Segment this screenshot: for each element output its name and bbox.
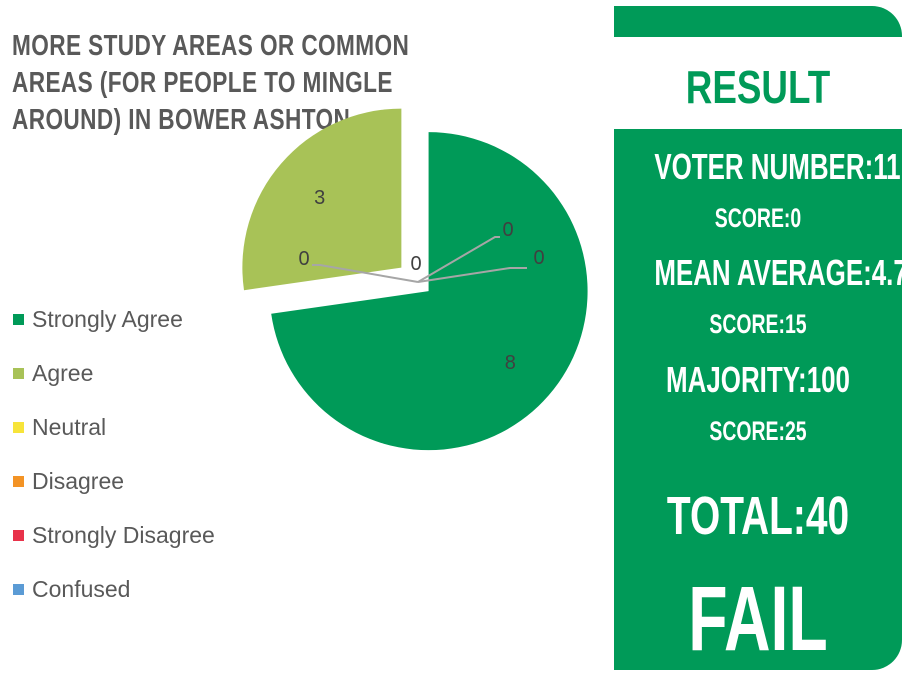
legend-swatch [13,475,24,487]
legend-item: Strongly Disagree [13,508,215,562]
legend-label: Confused [32,575,131,602]
data-label: 8 [505,352,516,374]
legend-item: Disagree [13,454,215,508]
legend-item: Strongly Agree [13,292,215,346]
legend-label: Agree [32,359,94,386]
score-voter: SCORE:0 [714,203,802,233]
mean-average: MEAN AVERAGE:4.73 [654,252,903,293]
legend-item: Confused [13,562,215,616]
result-heading: RESULT [685,61,831,113]
legend-label: Neutral [32,413,107,440]
legend-item: Neutral [13,400,215,454]
total-score: TOTAL:40 [666,486,850,546]
leader-line [417,267,527,283]
score-majority: SCORE:25 [709,416,807,446]
chart-title: MORE STUDY AREAS OR COMMON AREAS (FOR PE… [12,30,410,136]
legend-swatch [13,313,24,325]
result-panel-top [614,6,902,37]
data-label: 0 [533,247,544,269]
data-label: 0 [410,253,421,275]
legend-label: Disagree [32,467,125,494]
data-label: 0 [298,248,309,270]
legend-label: Strongly Disagree [32,521,215,548]
chart-legend: Strongly Agree Agree Neutral Disagree St… [13,292,215,616]
legend-swatch [13,583,24,595]
pie-slice [271,132,588,451]
data-label: 3 [314,187,325,209]
legend-swatch [13,367,24,379]
legend-label: Strongly Agree [32,305,183,332]
leader-line [417,236,500,283]
legend-swatch [13,529,24,541]
pie-chart: 830 000 [242,108,588,451]
voter-number: VOTER NUMBER:11 [654,146,901,187]
result-verdict: FAIL [688,568,828,670]
legend-item: Agree [13,346,215,400]
legend-swatch [13,421,24,433]
result-panel: VOTER NUMBER:11 SCORE:0 MEAN AVERAGE:4.7… [614,129,903,670]
score-mean: SCORE:15 [709,309,807,339]
majority: MAJORITY:100 [666,359,850,400]
leader-line [312,264,419,283]
pie-slice [242,108,402,291]
data-label: 0 [502,219,513,241]
